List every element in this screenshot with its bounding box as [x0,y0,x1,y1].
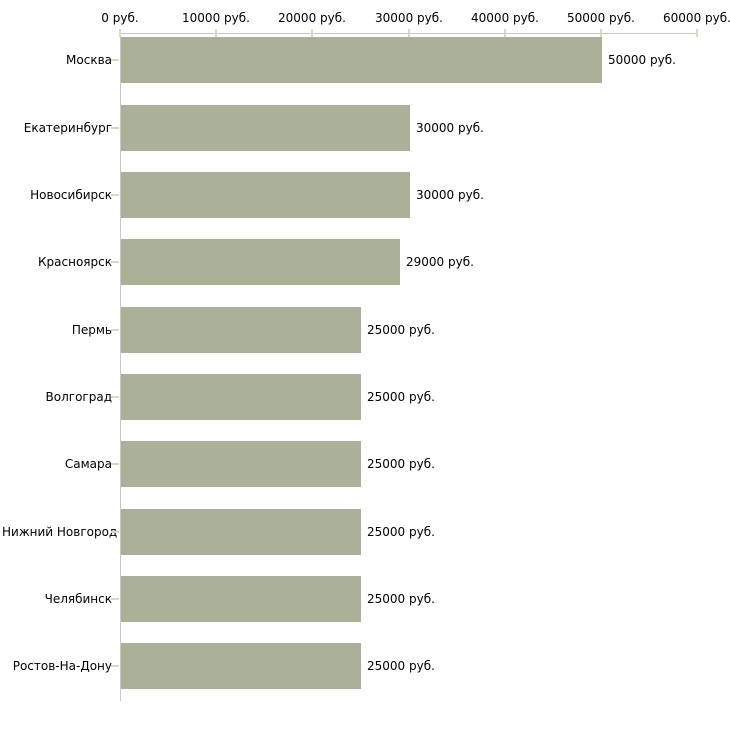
category-tick-mark [111,59,119,61]
category-tick-mark [111,329,119,331]
value-label: 25000 руб. [367,323,435,337]
category-label: Нижний Новгород [2,525,118,539]
x-axis-tick-label: 30000 руб. [375,11,443,25]
x-axis-tick-label: 50000 руб. [567,11,635,25]
category-tick-mark [111,261,119,263]
bar [121,643,361,689]
bar [121,37,602,83]
category-label: Красноярск [38,255,112,269]
x-axis-tick-label: 40000 руб. [471,11,539,25]
value-label: 25000 руб. [367,592,435,606]
category-label: Москва [66,53,112,67]
value-label: 30000 руб. [416,121,484,135]
value-label: 30000 руб. [416,188,484,202]
y-axis-line [120,33,121,701]
category-tick-mark [111,396,119,398]
bar [121,239,400,285]
bar [121,576,361,622]
x-axis-tick-label: 10000 руб. [182,11,250,25]
category-tick-mark [111,598,119,600]
bar [121,172,410,218]
category-tick-mark [111,127,119,129]
x-axis-tick-mark [504,29,506,37]
x-axis-tick-label: 60000 руб. [663,11,730,25]
value-label: 25000 руб. [367,525,435,539]
category-label: Пермь [71,323,112,337]
bar [121,374,361,420]
category-label: Новосибирск [30,188,112,202]
category-tick-mark [111,665,119,667]
x-axis-tick-mark [696,29,698,37]
x-axis-tick-mark [311,29,313,37]
category-label: Ростов-На-Дону [12,659,112,673]
value-label: 29000 руб. [406,255,474,269]
bar [121,441,361,487]
value-label: 25000 руб. [367,457,435,471]
x-axis-tick-label: 20000 руб. [278,11,346,25]
value-label: 25000 руб. [367,390,435,404]
category-label: Волгоград [45,390,112,404]
x-axis-tick-mark [408,29,410,37]
category-label: Самара [64,457,112,471]
category-tick-mark [111,463,119,465]
category-label: Екатеринбург [23,121,112,135]
bar [121,105,410,151]
category-tick-mark [111,531,119,533]
x-axis-tick-mark [600,29,602,37]
bar [121,307,361,353]
category-label: Челябинск [44,592,112,606]
value-label: 50000 руб. [608,53,676,67]
x-axis-tick-label: 0 руб. [101,11,139,25]
x-axis-tick-mark [119,29,121,37]
value-label: 25000 руб. [367,659,435,673]
category-tick-mark [111,194,119,196]
bar [121,509,361,555]
x-axis-tick-mark [215,29,217,37]
